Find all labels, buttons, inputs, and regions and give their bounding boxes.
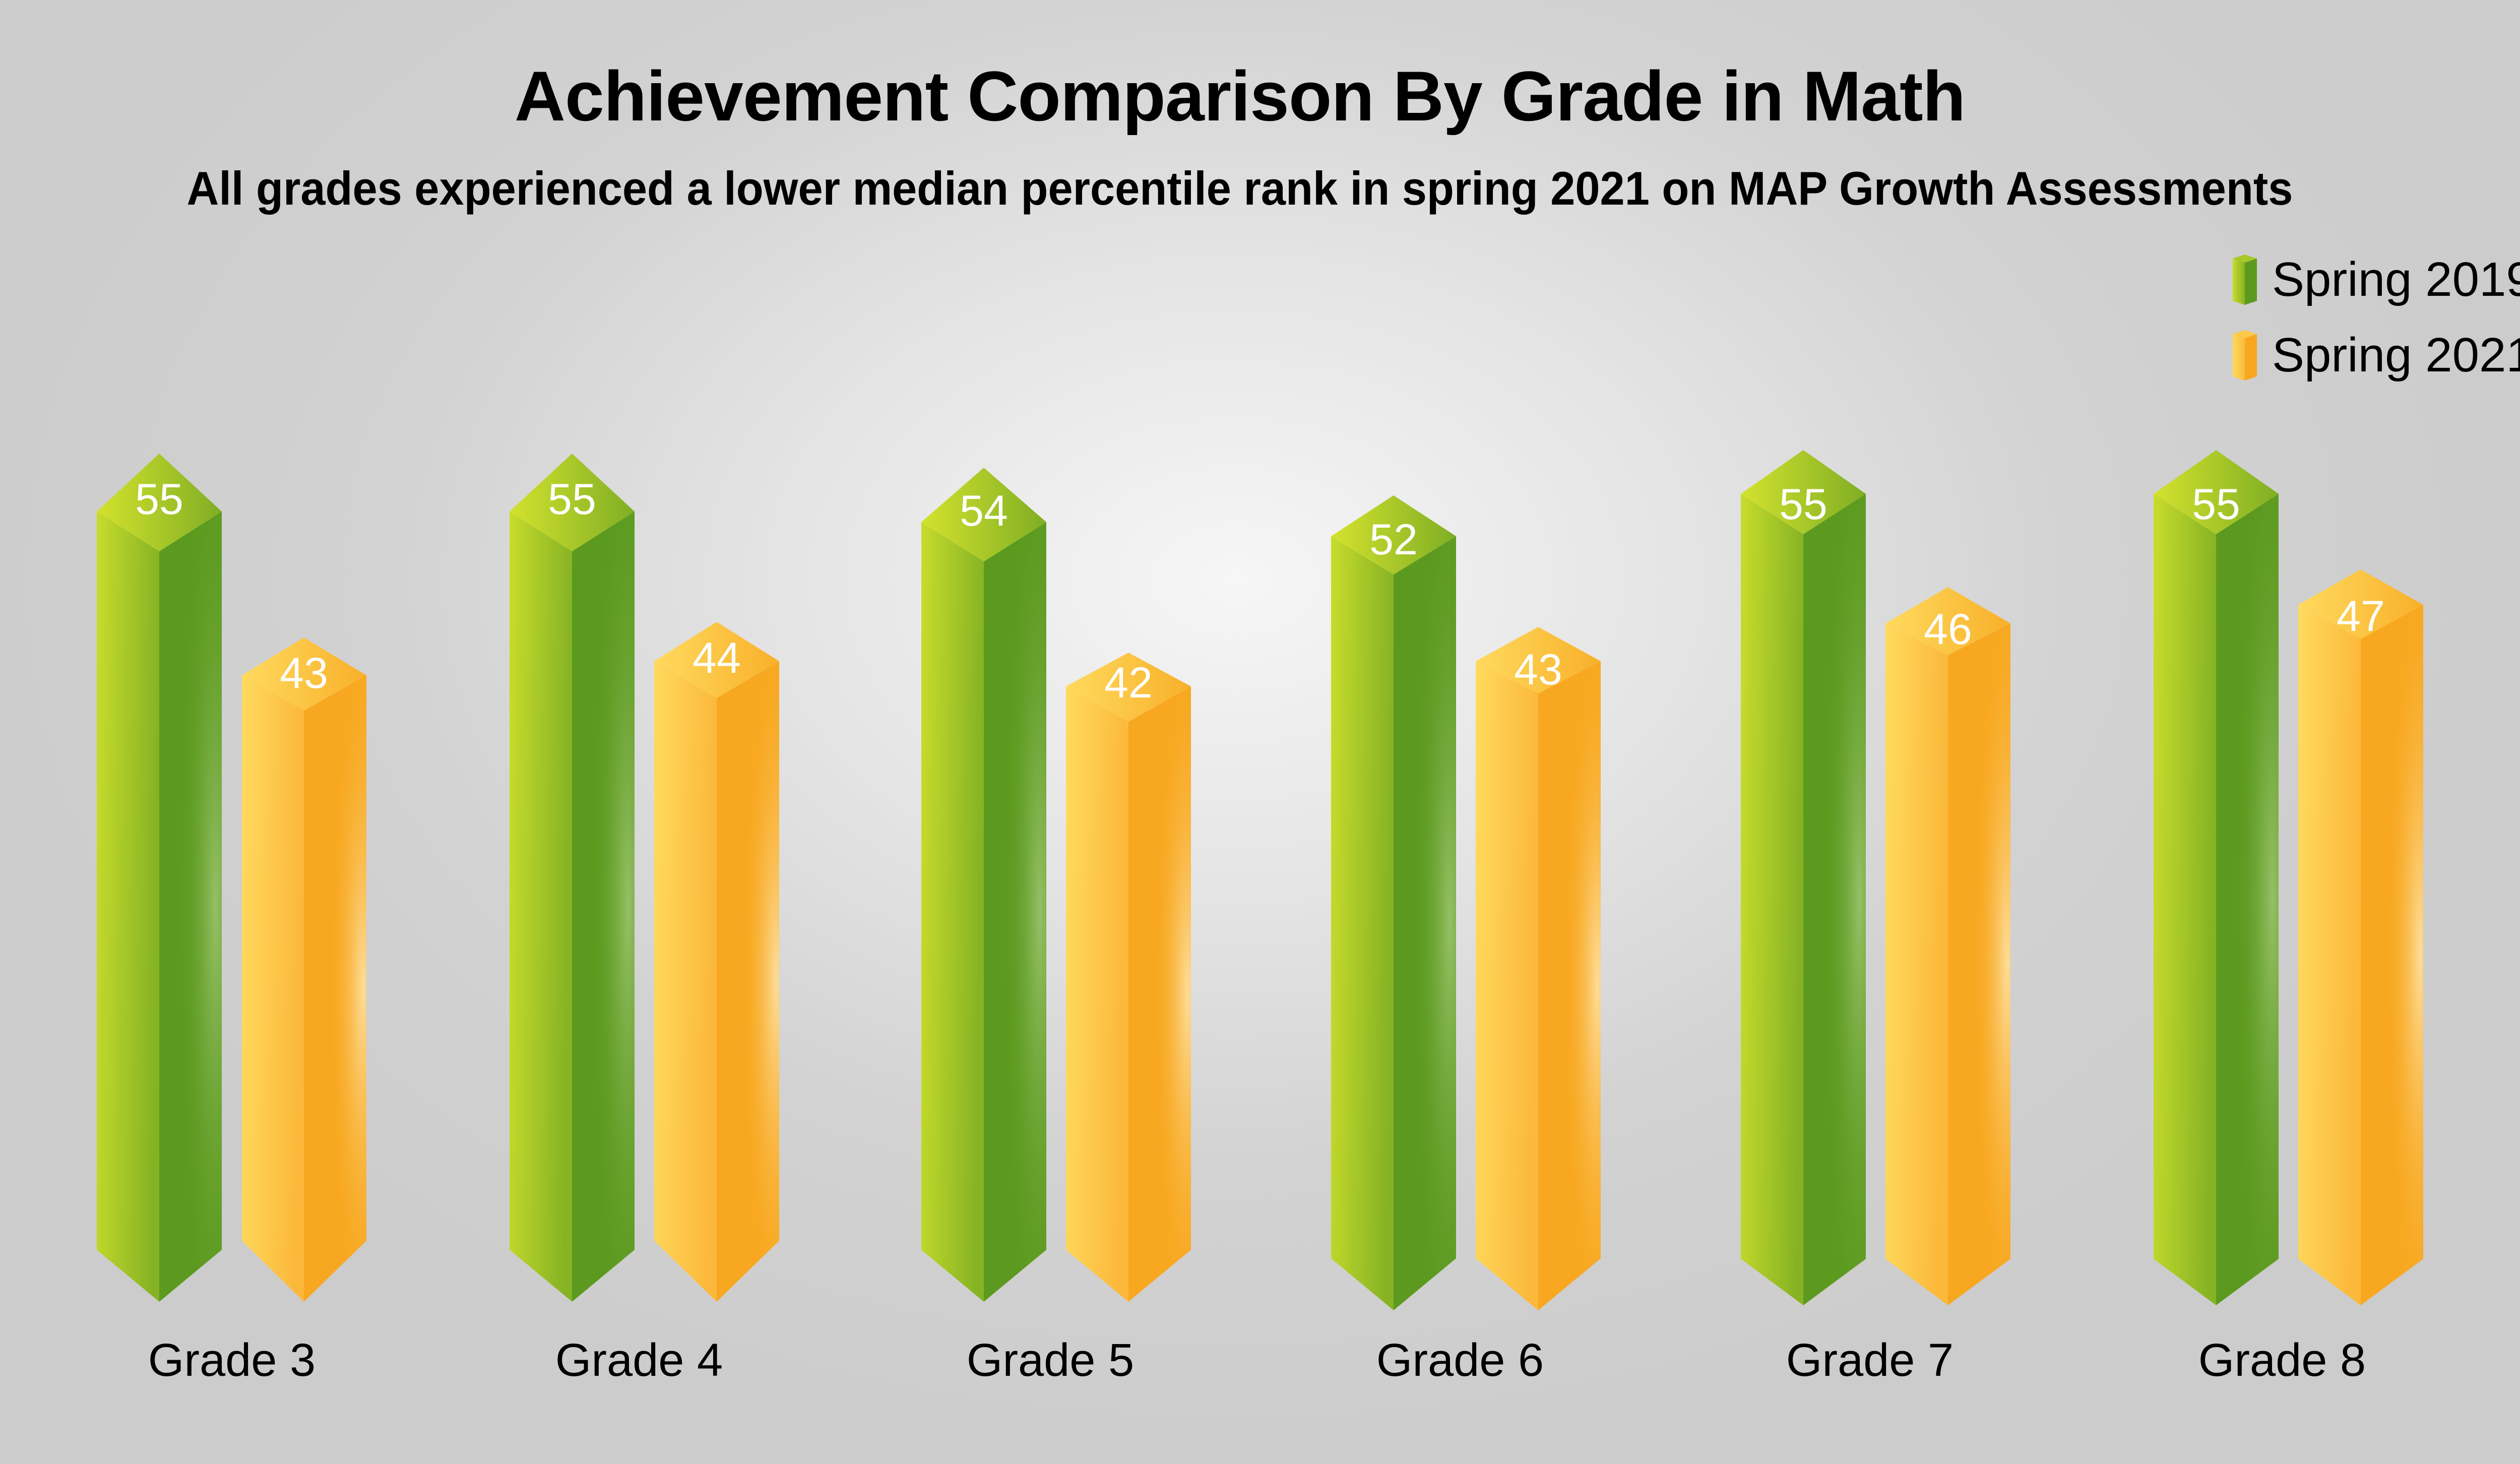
chart-subtitle: All grades experienced a lower median pe… (186, 162, 2293, 215)
bar-spring-2021: 42 (1066, 653, 1191, 1302)
bar-spring-2021: 46 (1885, 587, 2010, 1305)
bar-spring-2021: 43 (1476, 627, 1601, 1310)
bar-spring-2019: 55 (1741, 450, 1866, 1305)
legend-label: Spring 2019 (2272, 252, 2520, 306)
value-label: 55 (135, 475, 183, 524)
value-label: 55 (2192, 480, 2240, 529)
bar-spring-2021: 43 (242, 638, 366, 1302)
bar-spring-2019: 55 (510, 454, 635, 1302)
x-axis-label: Grade 7 (1786, 1334, 1954, 1386)
value-label: 55 (548, 475, 596, 524)
legend-item-spring-2021: Spring 2021 (2233, 317, 2520, 393)
bar-spring-2019: 55 (97, 454, 222, 1302)
legend: Spring 2019 Spring 2021 (2233, 242, 2520, 393)
bar-spring-2021: 47 (2298, 569, 2423, 1305)
bar-spring-2019: 55 (2154, 450, 2279, 1305)
orange-column-icon (2233, 330, 2257, 380)
bar-group-grade-7: 55 46 Grade 7 (1741, 450, 2010, 1386)
chart-title: Achievement Comparison By Grade in Math (514, 56, 1966, 136)
bar-group-grade-4: 55 44 Grade 4 (510, 454, 779, 1386)
bar-spring-2019: 52 (1331, 495, 1456, 1310)
x-axis-label: Grade 3 (148, 1334, 316, 1386)
x-axis-label: Grade 5 (967, 1334, 1134, 1386)
value-label: 52 (1369, 516, 1418, 564)
bar-spring-2021: 44 (654, 622, 779, 1302)
bar-group-grade-6: 52 43 Grade 6 (1331, 495, 1601, 1386)
bar-spring-2019: 54 (921, 468, 1046, 1302)
legend-label: Spring 2021 (2272, 328, 2520, 382)
value-label: 47 (2337, 592, 2385, 641)
x-axis-label: Grade 6 (1376, 1334, 1544, 1386)
x-axis-label: Grade 8 (2198, 1334, 2366, 1386)
value-label: 44 (692, 634, 741, 682)
bar-group-grade-3: 55 43 Grade 3 (97, 454, 366, 1386)
value-label: 46 (1924, 605, 1972, 654)
value-label: 55 (1779, 480, 1828, 529)
x-axis-label: Grade 4 (555, 1334, 723, 1386)
bar-group-grade-8: 55 47 Grade 8 (2154, 450, 2423, 1386)
value-label: 42 (1104, 659, 1153, 707)
value-label: 54 (960, 487, 1008, 535)
value-label: 43 (1514, 646, 1562, 694)
legend-item-spring-2019: Spring 2019 (2233, 242, 2520, 317)
bar-group-grade-5: 54 42 Grade 5 (921, 468, 1191, 1386)
green-column-icon (2233, 254, 2257, 305)
value-label: 43 (280, 649, 328, 697)
